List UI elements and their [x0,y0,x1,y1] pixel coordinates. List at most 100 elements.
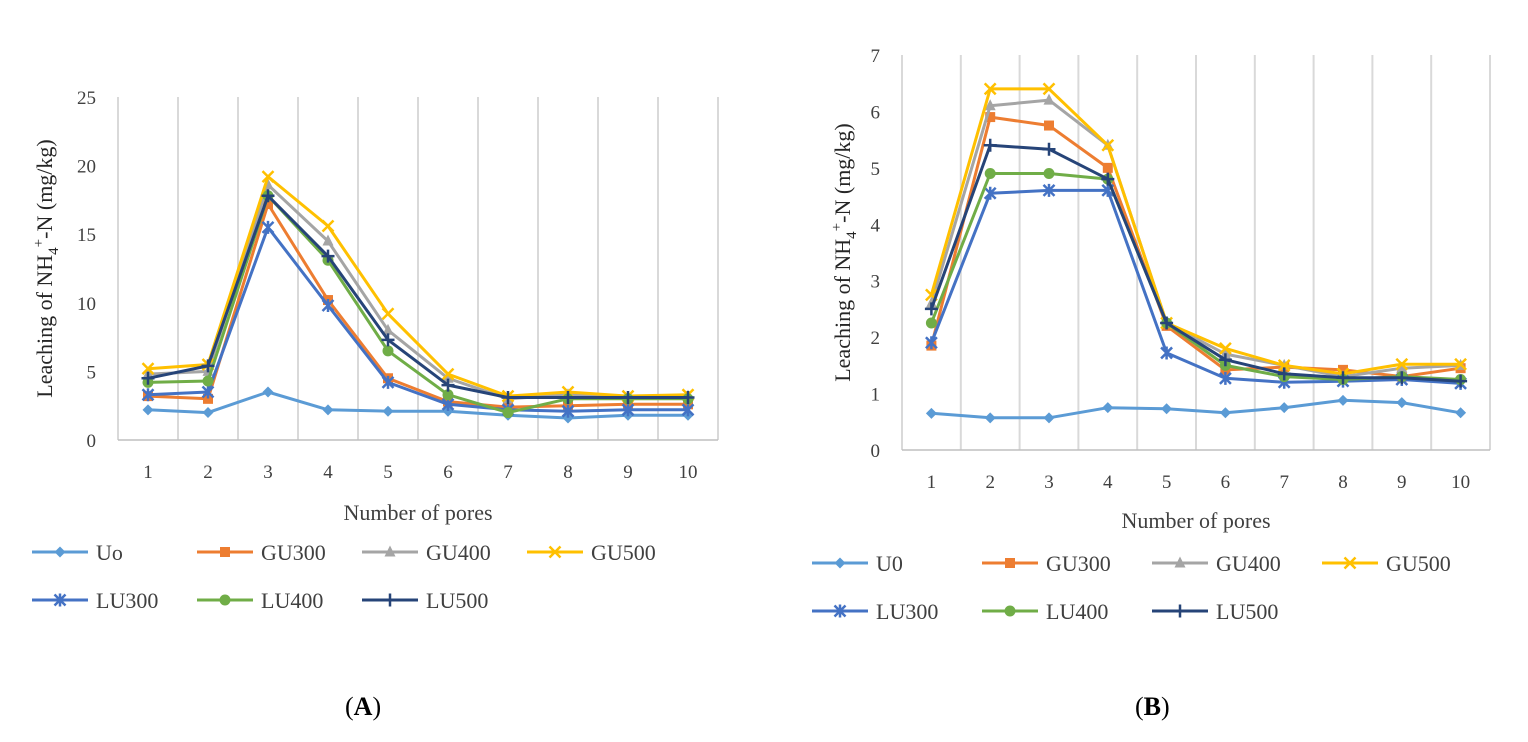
panel-b-y-axis-title-unit: -N (mg/kg) [830,123,855,223]
panel-b-series-u0-point [1455,407,1467,419]
panel-b-ytick-label: 6 [871,102,881,123]
panel-a-ytick-label: 5 [87,362,97,383]
panel-b-series-lu300-line [930,188,1461,385]
panel-a-series-gu400-point [382,323,394,335]
panel-b-series-gu300-point [1044,120,1054,131]
panel-label-a-letter: A [353,692,373,721]
panel-label-b-close: ) [1161,692,1170,721]
panel-a-legend-gu400-label: GU400 [426,540,491,565]
panel-b-xtick-label: 3 [1044,472,1054,493]
panel-a-series-uo-point [262,386,274,398]
panel-a-xtick-label: 1 [143,462,153,483]
panel-a-legend-gu400-marker [384,545,396,557]
panel-a-legend-lu400-label: LU400 [261,588,323,613]
panel-a-series-lu300-point [561,404,575,418]
panel-a-series-uo-line [147,390,688,420]
panel-a-legend-gu300-label: GU300 [261,540,326,565]
panel-a-xtick-label: 9 [623,462,633,483]
panel-a-series-lu500-line [147,194,688,399]
panel-b-series-gu400-point [984,99,996,111]
panel-b-series-gu300-point [1338,364,1348,375]
panel-b-series-gu500-point [983,82,997,96]
panel-a-legend-gu500-marker [548,545,562,559]
panel-a-xtick-label: 5 [383,462,393,483]
panel-a-xtick-label: 8 [563,462,573,483]
panel-b-series-lu500-point [1454,374,1468,388]
panel-b-legend-lu400-label: LU400 [1046,599,1108,624]
panel-a-series-lu300-point [141,388,155,402]
panel-a-series-lu300-point [321,299,335,313]
panel-a-series-uo-point [322,404,334,416]
panel-b-xtick-label: 4 [1103,472,1113,493]
panel-a-series-lu300-point [261,220,275,234]
panel-b-series-u0-point [1219,407,1231,419]
panel-a-series-gu500-point [381,307,395,321]
panel-b-series-u0-point [1102,402,1114,414]
panel-a-series-lu400-point [382,345,394,357]
panel-b-legend-u0-label: U0 [876,551,903,576]
panel-a-xtick-label: 3 [263,462,273,483]
panel-b-xtick-label: 8 [1338,472,1348,493]
panel-label-a-close: ) [372,692,382,721]
panel-a-series-lu500-point [261,189,275,203]
panel-b-xtick-label: 10 [1451,472,1470,493]
panel-a-series-lu500-point [561,390,575,404]
panel-b-legend-gu400-marker [1174,556,1186,568]
panel-b-legend-lu300-label: LU300 [876,599,938,624]
panel-b-legend-lu500-label: LU500 [1216,599,1278,624]
panel-b-xtick-label: 1 [927,472,937,493]
panel-a-series-gu300-point [263,199,273,210]
panel-b-series-lu500-point [924,302,938,316]
panel-label-a-open: ( [345,692,354,721]
panel-b-xtick-label: 9 [1397,472,1407,493]
panel-b-ytick-label: 2 [871,328,881,349]
panel-b-series-lu400-point [925,317,937,329]
panel-b-x-axis-title: Number of pores [1121,508,1270,533]
panel-b-ytick-label: 0 [871,441,881,462]
panel-label-b: (B) [1135,692,1170,722]
panel-a-series-lu400-point [202,375,214,387]
panel-a-series-lu500-point [201,359,215,373]
panel-b-ytick-label: 5 [871,159,881,180]
panel-a-legend-gu300-marker [220,547,230,557]
panel-b-series-gu500-point [1042,82,1056,96]
panel-b-series-lu500-point [983,138,997,152]
panel-b-series-lu500-point [1160,316,1174,330]
panel-b-xtick-label: 6 [1221,472,1231,493]
panel-label-b-open: ( [1135,692,1144,721]
panel-a-series-uo-point [202,407,214,419]
panel-a-series-gu500-point [141,362,155,376]
panel-b-series-u0-point [1396,397,1408,409]
panel-a-series-lu400-point [502,407,514,419]
panel-b-y-axis-title-sup: + [829,223,845,231]
panel-a-series-gu300-line [147,202,688,409]
panel-b-series-gu400-line [929,98,1461,379]
panel-b-series-gu400-point [1219,347,1231,359]
panel-a-series-gu500-line [147,175,689,398]
panel-a-y-axis-title-main: Leaching of NH [32,255,57,398]
panel-b-series-lu300-point [1219,371,1232,385]
panel-b-ytick-label: 3 [871,272,881,293]
panel-a-legend-uo-marker [54,546,66,558]
panel-b-legend-gu300-marker [1005,558,1015,568]
panel-b-legend-lu300-marker [833,604,847,618]
panel-a-legend-lu500-label: LU500 [426,588,488,613]
panel-a-y-axis-title-sub: 4 [46,247,62,255]
panel-a-series-lu300-point [201,385,215,399]
panel-b-series-lu300-point [1042,183,1056,197]
panel-a-x-axis-title: Number of pores [343,500,492,525]
panel-a-xtick-label: 6 [443,462,453,483]
panel-a-xtick-label: 2 [203,462,213,483]
panel-b-legend-gu400-label: GU400 [1216,551,1281,576]
panel-a-series-lu500-point [501,390,515,404]
panel-a-series-lu300-point [681,403,695,417]
panel-b-xtick-label: 5 [1162,472,1172,493]
panel-a-legend-uo-label: Uo [96,540,123,565]
panel-b-legend-u0-marker [834,557,846,569]
panel-b-series-lu300-point [983,186,997,200]
panel-a-ytick-label: 25 [77,88,96,109]
panel-b-series-u0-point [1161,403,1173,415]
panel-b-legend-gu500-label: GU500 [1386,551,1451,576]
panel-b-series-lu500-point [1042,142,1056,156]
panel-b-series-gu500-point [1395,357,1409,371]
